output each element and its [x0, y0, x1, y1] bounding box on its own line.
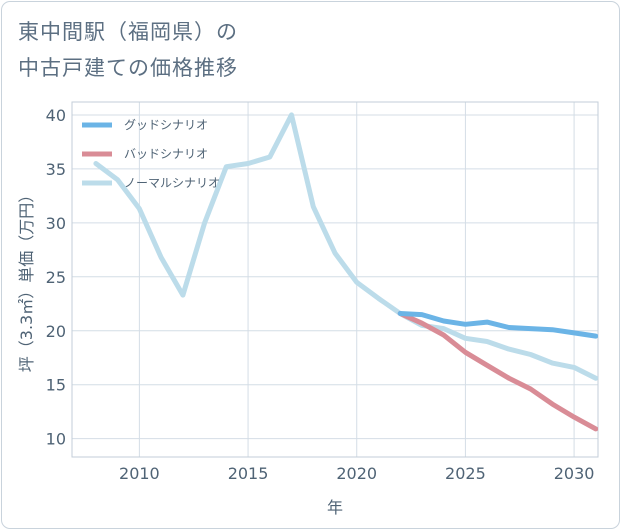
legend-label-bad: バッドシナリオ	[124, 147, 208, 161]
plot-border	[71, 101, 599, 458]
x-tick-label: 2015	[228, 464, 269, 483]
x-tick-label: 2030	[554, 464, 595, 483]
y-tick-label: 35	[46, 160, 66, 179]
x-tick-label: 2025	[445, 464, 486, 483]
chart-title-line-1: 東中間駅（福岡県）の	[18, 20, 238, 44]
y-tick-label: 15	[46, 376, 66, 395]
y-tick-label: 40	[46, 106, 66, 125]
x-axis-label: 年	[327, 498, 343, 517]
series-line-normal	[93, 112, 598, 381]
series-lines	[93, 112, 598, 432]
chart-title-line-2: 中古戸建ての価格推移	[18, 56, 238, 80]
x-tick-label: 2020	[336, 464, 377, 483]
y-tick-label: 20	[46, 322, 66, 341]
legend-label-normal: ノーマルシナリオ	[124, 176, 220, 190]
grid	[72, 102, 598, 457]
y-axis-ticks: 10 15 20 25 30 35 40	[46, 106, 66, 449]
y-tick-label: 30	[46, 214, 66, 233]
series-line-bad	[397, 311, 598, 432]
y-tick-label: 25	[46, 268, 66, 287]
x-tick-label: 2010	[119, 464, 160, 483]
x-axis-ticks: 2010 2015 2020 2025 2030	[119, 464, 594, 483]
chart-title: 東中間駅（福岡県）の 中古戸建ての価格推移	[18, 14, 578, 86]
series-line-good	[397, 311, 598, 339]
y-axis-label: 坪（3.3㎡）単価（万円）	[17, 187, 36, 372]
legend-label-good: グッドシナリオ	[124, 118, 208, 132]
y-tick-label: 10	[46, 430, 66, 449]
plot-area	[71, 101, 599, 458]
